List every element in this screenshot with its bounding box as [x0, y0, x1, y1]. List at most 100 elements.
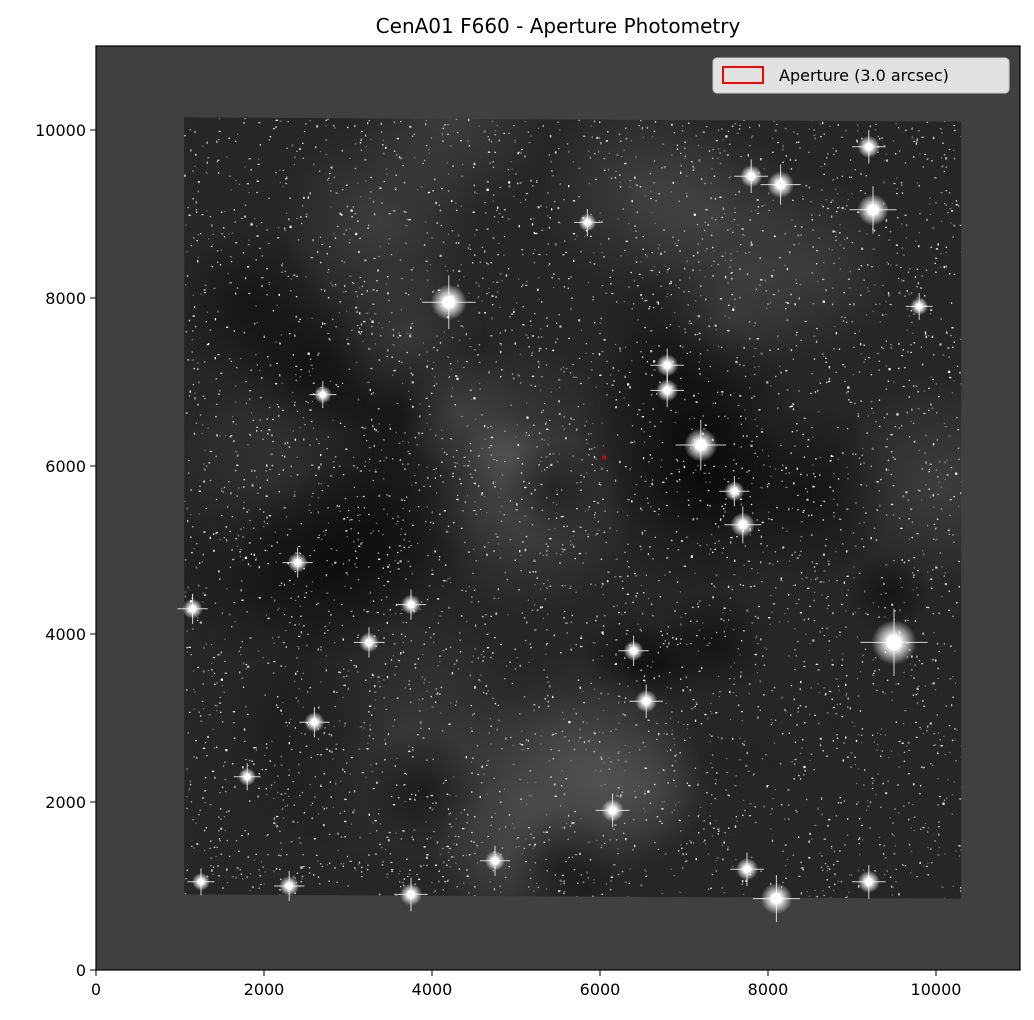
field-star: [795, 809, 797, 811]
field-star: [812, 639, 815, 642]
field-star: [558, 314, 560, 316]
field-star: [322, 322, 324, 325]
field-star: [845, 897, 848, 899]
field-star: [266, 550, 268, 552]
field-star: [807, 618, 810, 620]
field-star: [876, 749, 878, 751]
field-star: [935, 527, 937, 530]
field-star: [849, 270, 851, 273]
field-star: [845, 736, 847, 739]
field-star: [222, 490, 225, 493]
field-star: [272, 418, 274, 421]
field-star: [404, 687, 406, 689]
field-star: [867, 357, 871, 359]
field-star: [515, 302, 518, 304]
field-star: [577, 679, 580, 681]
field-star: [673, 875, 675, 877]
field-star: [901, 586, 903, 588]
field-star: [224, 761, 226, 763]
field-star: [806, 798, 808, 801]
field-star: [429, 807, 431, 809]
field-star: [642, 356, 644, 358]
field-star: [198, 711, 200, 713]
field-star: [770, 385, 772, 387]
field-star: [861, 839, 864, 841]
field-star: [312, 492, 314, 494]
field-star: [486, 793, 489, 795]
field-star: [481, 654, 483, 656]
field-star: [714, 324, 717, 327]
field-star: [913, 574, 915, 576]
field-star: [659, 646, 662, 648]
field-star: [226, 539, 228, 542]
field-star: [411, 836, 413, 838]
field-star: [332, 318, 334, 321]
field-star: [694, 719, 697, 722]
field-star: [573, 869, 576, 871]
field-star: [926, 730, 928, 732]
field-star: [686, 352, 689, 354]
field-star: [812, 229, 814, 231]
field-star: [839, 232, 841, 234]
field-star: [266, 268, 268, 270]
field-star: [658, 508, 660, 510]
field-star: [685, 853, 687, 855]
field-star: [405, 225, 408, 227]
field-star: [593, 750, 595, 753]
field-star: [544, 598, 546, 601]
field-star: [925, 335, 927, 338]
field-star: [842, 653, 844, 655]
field-star: [889, 303, 892, 306]
field-star: [361, 293, 364, 295]
field-star: [210, 857, 212, 859]
field-star: [760, 279, 763, 281]
field-star: [891, 691, 893, 693]
field-star: [198, 381, 200, 384]
field-star: [748, 470, 750, 472]
field-star: [209, 329, 211, 331]
field-star: [944, 203, 946, 205]
field-star: [358, 748, 361, 750]
field-star: [369, 728, 372, 731]
field-star: [595, 769, 597, 771]
field-star: [265, 768, 267, 771]
field-star: [560, 368, 562, 371]
field-star: [688, 277, 691, 279]
field-star: [300, 881, 302, 883]
field-star: [661, 808, 664, 810]
field-star: [827, 596, 829, 598]
field-star: [744, 544, 746, 548]
field-star: [426, 506, 428, 508]
field-star: [215, 416, 217, 418]
field-star: [590, 361, 592, 363]
field-star: [494, 637, 496, 639]
field-star: [440, 429, 443, 431]
field-star: [791, 554, 793, 556]
field-star: [917, 391, 919, 393]
field-star: [202, 395, 204, 397]
field-star: [826, 865, 829, 867]
field-star: [266, 516, 268, 519]
field-star: [729, 228, 732, 230]
field-star: [858, 801, 860, 803]
field-star: [613, 605, 615, 608]
field-star: [375, 429, 377, 432]
field-star: [449, 577, 451, 579]
field-star: [794, 649, 796, 651]
field-star: [885, 153, 888, 155]
field-star: [558, 890, 561, 893]
field-star: [710, 702, 712, 704]
field-star: [948, 609, 950, 611]
field-star: [701, 238, 704, 240]
field-star: [494, 486, 496, 488]
field-star: [916, 655, 918, 658]
field-star: [809, 200, 813, 203]
field-star: [386, 513, 388, 515]
field-star: [771, 808, 773, 810]
field-star: [195, 325, 197, 328]
field-star: [935, 383, 937, 385]
field-star: [710, 548, 712, 551]
field-star: [953, 541, 955, 543]
field-star: [441, 461, 443, 463]
field-star: [383, 679, 385, 681]
